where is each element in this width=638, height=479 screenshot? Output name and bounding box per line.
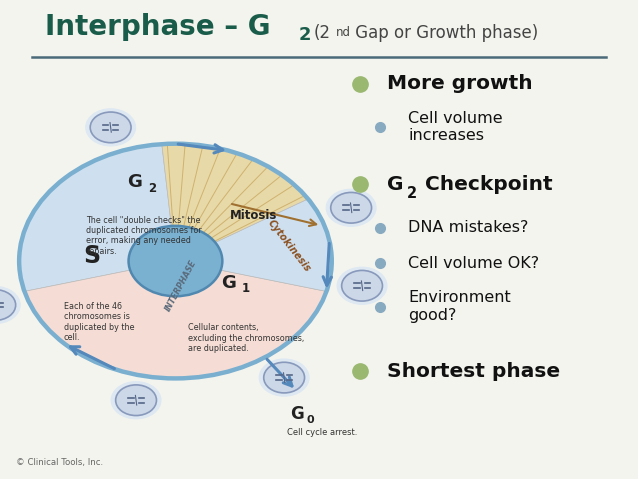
Text: (2: (2 xyxy=(314,24,331,42)
Text: Each of the 46
chromosomes is
duplicated by the
cell.: Each of the 46 chromosomes is duplicated… xyxy=(64,302,135,342)
Text: Cytokinesis: Cytokinesis xyxy=(265,218,313,274)
Text: The cell "double checks" the
duplicated chromosomes for
error, making any needed: The cell "double checks" the duplicated … xyxy=(86,216,202,256)
Text: Interphase – G: Interphase – G xyxy=(45,13,270,41)
Wedge shape xyxy=(24,261,327,378)
Circle shape xyxy=(336,267,387,305)
Text: 2: 2 xyxy=(299,26,311,44)
Circle shape xyxy=(129,226,223,296)
Circle shape xyxy=(263,362,304,393)
Circle shape xyxy=(341,271,382,301)
Text: Gap or Growth phase): Gap or Growth phase) xyxy=(350,24,538,42)
Text: INTERPHASE: INTERPHASE xyxy=(163,259,198,313)
Text: © Clinical Tools, Inc.: © Clinical Tools, Inc. xyxy=(16,458,103,467)
Circle shape xyxy=(85,108,136,147)
Circle shape xyxy=(325,189,376,227)
Text: G: G xyxy=(387,175,404,194)
Circle shape xyxy=(90,112,131,143)
Text: S: S xyxy=(83,244,100,268)
Text: Shortest phase: Shortest phase xyxy=(387,362,560,381)
Text: 2: 2 xyxy=(148,182,156,195)
Text: Cell cycle arrest.: Cell cycle arrest. xyxy=(287,428,357,437)
Text: Environment
good?: Environment good? xyxy=(408,290,511,323)
Circle shape xyxy=(330,193,371,223)
Wedge shape xyxy=(162,144,308,261)
Text: G: G xyxy=(221,274,236,292)
Text: 2: 2 xyxy=(406,186,417,202)
Wedge shape xyxy=(175,199,332,291)
Text: More growth: More growth xyxy=(387,74,533,93)
Text: DNA mistakes?: DNA mistakes? xyxy=(408,220,529,235)
Circle shape xyxy=(0,290,16,320)
Text: 0: 0 xyxy=(307,415,315,425)
Circle shape xyxy=(115,385,156,416)
Text: Cell volume OK?: Cell volume OK? xyxy=(408,256,540,271)
Text: G: G xyxy=(128,173,142,191)
Text: 1: 1 xyxy=(242,282,250,296)
Text: Checkpoint: Checkpoint xyxy=(418,175,553,194)
Text: Mitosis: Mitosis xyxy=(230,209,277,222)
Circle shape xyxy=(110,381,161,420)
Text: nd: nd xyxy=(336,26,352,39)
Text: Cellular contents,
excluding the chromosomes,
are duplicated.: Cellular contents, excluding the chromos… xyxy=(188,323,304,353)
Text: Cell volume
increases: Cell volume increases xyxy=(408,111,503,143)
Circle shape xyxy=(258,358,309,397)
Circle shape xyxy=(0,286,21,324)
Text: G: G xyxy=(290,405,304,423)
Wedge shape xyxy=(19,144,175,291)
